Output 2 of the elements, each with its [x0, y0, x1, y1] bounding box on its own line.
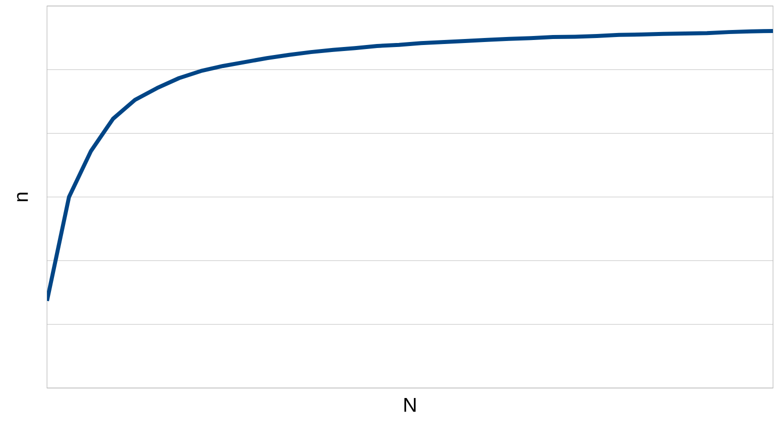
- x-axis-title: N: [404, 398, 416, 412]
- y-axis-title: n: [17, 192, 28, 202]
